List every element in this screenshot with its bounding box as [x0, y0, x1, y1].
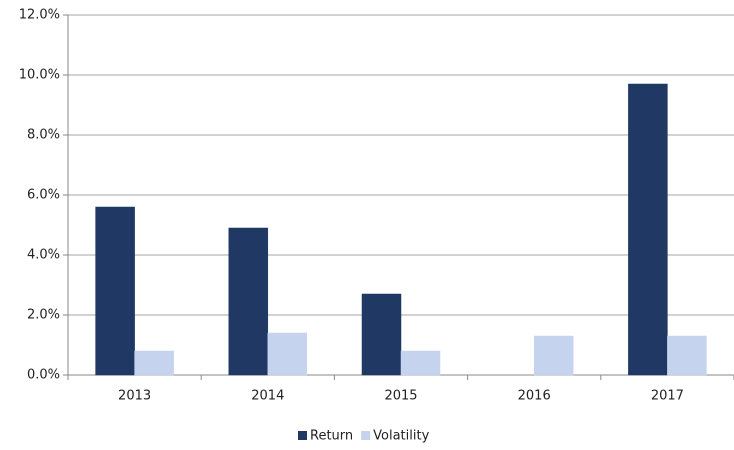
bar — [400, 350, 441, 376]
bar — [628, 83, 668, 376]
x-tick-label: 2014 — [251, 389, 284, 404]
x-tick-label: 2017 — [651, 389, 684, 404]
x-tick-label: 2016 — [518, 389, 551, 404]
y-tick-label: 10.0% — [19, 68, 60, 83]
legend-swatch — [361, 431, 371, 440]
y-tick-label: 0.0% — [27, 368, 60, 383]
bar — [533, 335, 574, 376]
legend-label: Volatility — [373, 429, 429, 444]
x-tick-label: 2015 — [384, 389, 417, 404]
x-tick-label: 2013 — [118, 389, 151, 404]
bar — [228, 227, 269, 376]
y-tick-label: 4.0% — [27, 248, 60, 263]
y-tick-label: 6.0% — [27, 188, 60, 203]
legend-swatch — [298, 431, 307, 440]
bar — [134, 350, 174, 376]
bar — [267, 332, 308, 376]
legend-label: Return — [310, 429, 353, 444]
bar — [667, 335, 707, 376]
y-tick-label: 8.0% — [27, 128, 60, 143]
y-tick-label: 12.0% — [19, 8, 60, 23]
bar — [361, 293, 402, 376]
y-tick-label: 2.0% — [27, 308, 60, 323]
bar — [95, 206, 135, 376]
